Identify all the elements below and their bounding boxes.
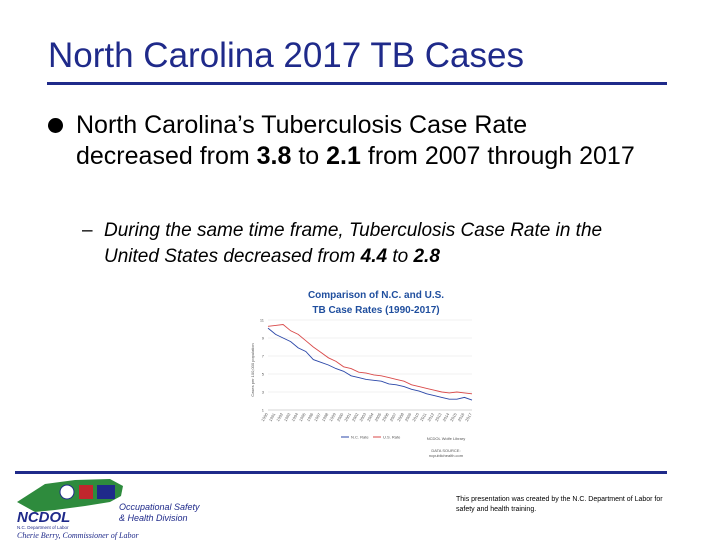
x-tick-label: 1990 — [260, 411, 269, 422]
x-tick-label: 1995 — [298, 411, 307, 422]
ncdol-logo: NCDOL N.C. Department of Labor Cherie Be… — [15, 476, 215, 540]
nc-rate-2017: 2.1 — [326, 142, 361, 170]
nc-state-logo-icon: NCDOL N.C. Department of Labor Cherie Be… — [17, 479, 200, 540]
x-tick-label: 2014 — [441, 411, 450, 422]
source-line-3: ncpublichealth.com — [429, 453, 464, 458]
x-tick-label: 1991 — [268, 411, 277, 422]
x-tick-label: 2008 — [396, 411, 405, 422]
sub-text-part: to — [387, 246, 414, 267]
y-tick-labels: 1 3 5 7 9 11 — [260, 318, 265, 413]
sub-bullet-dash: – — [82, 220, 93, 241]
sub-bullet-text: During the same time frame, Tuberculosis… — [104, 218, 662, 270]
x-tick-label: 2007 — [389, 411, 398, 422]
us-rate-2007: 4.4 — [360, 246, 388, 267]
sub-bullet: – During the same time frame, Tuberculos… — [82, 218, 662, 270]
bullet-text-part: North Carolina’s Tuberculosis Case Rate … — [76, 111, 528, 170]
x-tick-labels: 1990199119921993199419951996199719981999… — [260, 411, 473, 422]
legend-label: N.C. Rate — [351, 435, 369, 440]
main-bullet: North Carolina’s Tuberculosis Case Rate … — [48, 110, 648, 172]
bullet-dot-icon — [48, 118, 63, 133]
chart-title-line2: TB Case Rates (1990-2017) — [312, 305, 439, 316]
x-tick-label: 2015 — [449, 411, 458, 422]
x-tick-label: 1993 — [283, 411, 292, 422]
x-tick-label: 1996 — [305, 411, 314, 422]
source-line-2: DATA SOURCE: — [431, 448, 460, 453]
x-tick-label: 2010 — [411, 411, 420, 422]
x-tick-label: 2006 — [381, 411, 390, 422]
y-tick-label: 11 — [260, 318, 265, 323]
x-tick-label: 2017 — [464, 411, 473, 422]
x-tick-label: 2001 — [343, 411, 352, 422]
hardhat-emblem — [59, 484, 75, 500]
x-tick-label: 2000 — [336, 411, 345, 422]
chart-lines — [267, 324, 473, 401]
x-tick-label: 2004 — [366, 411, 375, 422]
x-tick-label: 2013 — [434, 411, 443, 422]
x-tick-label: 2011 — [419, 411, 428, 422]
x-tick-label: 1998 — [321, 411, 330, 422]
chart-title-line1: Comparison of N.C. and U.S. — [308, 290, 444, 301]
dept-name: N.C. Department of Labor — [17, 525, 69, 530]
x-tick-label: 1999 — [328, 411, 337, 422]
y-tick-label: 5 — [262, 372, 265, 377]
nc-rate-2007: 3.8 — [256, 142, 292, 170]
bullet-text-part: from 2007 through 2017 — [360, 142, 635, 170]
brand-name: NCDOL — [17, 509, 70, 526]
x-tick-label: 2005 — [373, 411, 382, 422]
x-tick-label: 2009 — [404, 411, 413, 422]
y-tick-label: 1 — [262, 408, 265, 413]
x-tick-label: 2003 — [358, 411, 367, 422]
y-tick-label: 3 — [262, 390, 265, 395]
y-tick-label: 9 — [262, 336, 265, 341]
footer-divider — [15, 471, 667, 474]
x-tick-label: 1994 — [290, 411, 299, 422]
x-tick-label: 1992 — [275, 411, 284, 422]
chart-legend: N.C. Rate U.S. Rate — [341, 435, 401, 440]
x-tick-label: 2002 — [351, 411, 360, 422]
legend-label: U.S. Rate — [383, 435, 401, 440]
y-axis-label: Cases per 100,000 population — [250, 343, 255, 396]
chart-svg: Comparison of N.C. and U.S. TB Case Rate… — [250, 290, 473, 458]
bullet-text-part: to — [291, 142, 327, 170]
y-tick-label: 7 — [262, 354, 265, 359]
footer-note: This presentation was created by the N.C… — [456, 496, 663, 513]
main-bullet-text: North Carolina’s Tuberculosis Case Rate … — [76, 110, 648, 172]
series-line-0 — [267, 327, 473, 401]
blue-emblem — [97, 485, 115, 499]
us-rate-2017: 2.8 — [413, 246, 440, 267]
series-line-1 — [267, 324, 473, 395]
chart-grid — [268, 319, 472, 411]
slide-title: North Carolina 2017 TB Cases — [48, 36, 524, 75]
tb-rate-chart: Comparison of N.C. and U.S. TB Case Rate… — [246, 282, 482, 468]
division-line-1: Occupational Safety — [119, 502, 200, 512]
red-emblem — [79, 485, 93, 499]
x-tick-label: 1997 — [313, 411, 322, 422]
x-tick-label: 2012 — [426, 411, 435, 422]
title-divider — [47, 82, 667, 85]
commissioner-name: Cherie Berry, Commissioner of Labor — [17, 531, 139, 540]
source-line-1: NCDOL Wolfe Library — [427, 436, 465, 441]
sub-text-part: During the same time frame, Tuberculosis… — [104, 220, 603, 267]
x-tick-label: 2016 — [457, 411, 466, 422]
division-line-2: & Health Division — [119, 513, 188, 523]
